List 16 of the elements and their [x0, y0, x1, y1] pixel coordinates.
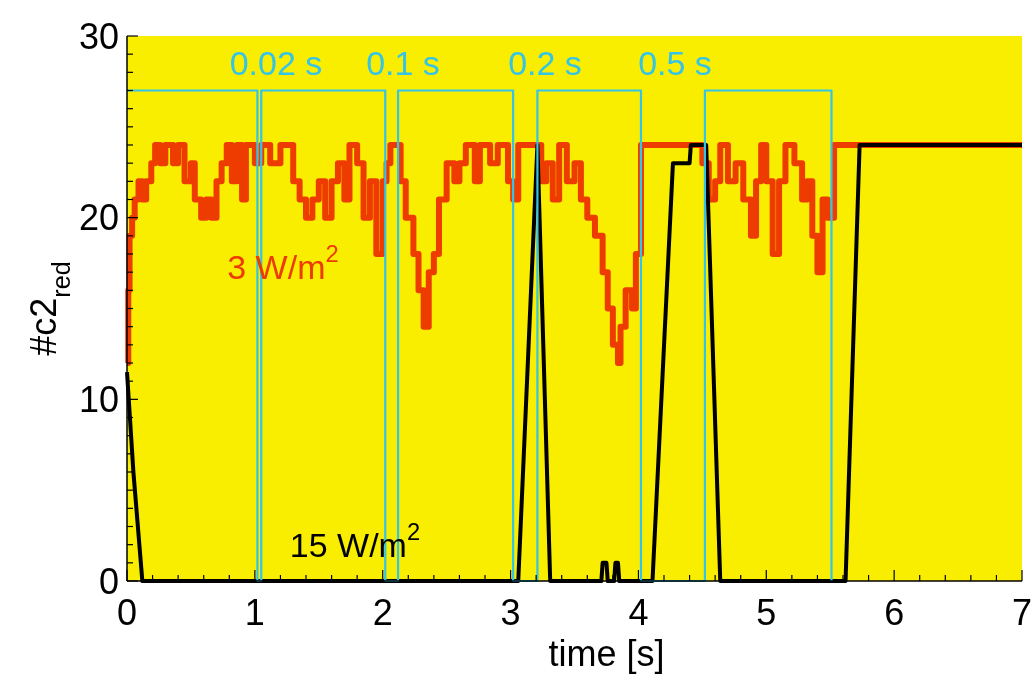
annotation: 0.2 s — [508, 44, 582, 82]
x-tick-label: 1 — [244, 592, 265, 633]
x-tick-label: 7 — [1011, 592, 1031, 633]
annotation: 0.1 s — [366, 44, 440, 82]
x-tick-label: 6 — [884, 592, 905, 633]
x-tick-label: 2 — [372, 592, 393, 633]
y-tick-label: 30 — [78, 15, 119, 57]
y-tick-label: 10 — [78, 378, 119, 420]
x-axis-title: time [s] — [548, 633, 665, 674]
x-tick-label: 4 — [628, 592, 649, 633]
x-tick-label: 3 — [500, 592, 521, 633]
x-tick-label: 5 — [756, 592, 777, 633]
y-tick-label: 20 — [78, 197, 119, 239]
y-tick-label: 0 — [98, 560, 119, 602]
annotation: 0.5 s — [638, 44, 712, 82]
annotation: 0.02 s — [229, 44, 323, 82]
